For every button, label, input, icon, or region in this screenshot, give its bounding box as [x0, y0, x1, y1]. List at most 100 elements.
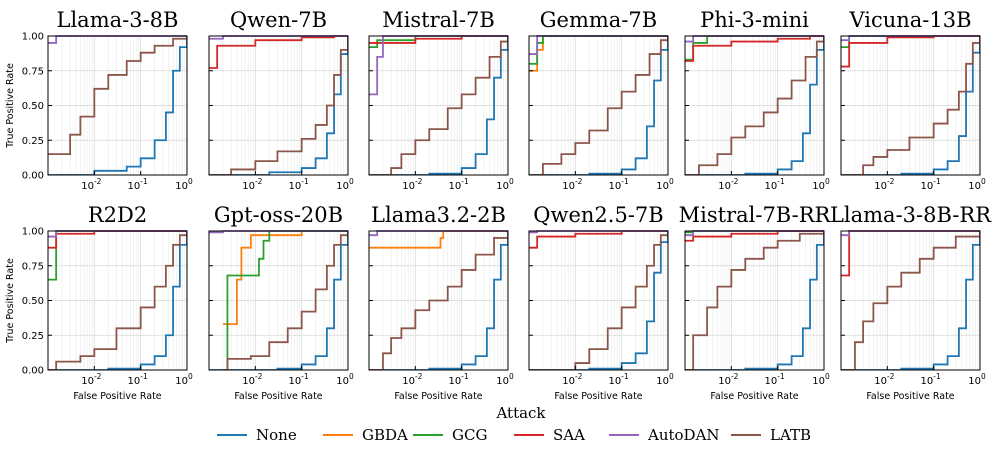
panel-title: Qwen2.5-7B: [533, 203, 663, 227]
series-line-gbda: [222, 230, 348, 326]
y-tick-label: 0.75: [22, 66, 44, 77]
panel-gpt-oss-20b: Gpt-oss-20B 10-2 10-1 100 False Positive Rat…: [208, 203, 354, 402]
series-line-latb: [841, 36, 980, 175]
x-axis-label: False Positive Rate: [866, 391, 954, 402]
series-line-none: [529, 36, 668, 175]
series-line-gbda: [369, 230, 508, 249]
x-tick-label: 100: [496, 372, 514, 387]
x-tick-label: 100: [656, 177, 674, 192]
legend-label-none: None: [256, 426, 297, 444]
x-tick-label: 10-2: [81, 177, 101, 192]
series-line-latb: [529, 231, 668, 370]
x-tick-label: 10-2: [874, 177, 894, 192]
panel-llama-3-8b: Llama-3-8B 10-2 10-1 100 0.00 0.25 0.50 0.75 1.0…: [5, 8, 193, 192]
series-line-none: [685, 231, 824, 370]
x-tick-label: 10-1: [449, 177, 469, 192]
y-axis-label: True Positive Rate: [5, 63, 16, 149]
series-line-latb: [685, 231, 824, 370]
panel-title: Phi-3-mini: [700, 8, 809, 32]
series-line-latb: [529, 36, 668, 175]
x-tick-label: 10-2: [562, 372, 582, 387]
y-tick-label: 0.25: [22, 331, 44, 342]
series-line-none: [209, 231, 348, 370]
legend: Attack None GBDA GCG SAA AutoDAN LATB: [217, 404, 811, 444]
x-axis-label: False Positive Rate: [554, 391, 642, 402]
x-tick-label: 100: [968, 372, 986, 387]
panel-r2d2: R2D2 10-2 10-1 100 0.00 0.25 0.50 0.75 1.00 True …: [5, 203, 193, 402]
series-line-latb: [841, 231, 980, 370]
x-tick-label: 100: [812, 372, 830, 387]
x-tick-label: 10-2: [874, 372, 894, 387]
legend-title: Attack: [495, 404, 546, 422]
panel-mistral-7b-rr: Mistral-7B-RR 10-2 10-1 100 False Positive R…: [679, 203, 832, 402]
series-line-none: [841, 36, 980, 175]
x-tick-label: 10-2: [242, 177, 262, 192]
y-tick-label: 0.50: [22, 296, 44, 307]
x-tick-label: 10-1: [289, 372, 309, 387]
y-tick-label: 1.00: [22, 227, 44, 238]
series-line-gcg: [369, 35, 508, 49]
series-line-autodan: [369, 230, 508, 237]
panel-title: Mistral-7B: [382, 8, 495, 32]
panel-qwen-7b: Qwen-7B 10-2 10-1 100: [208, 8, 354, 192]
series-line-saa: [529, 230, 668, 249]
series-line-gbda: [529, 35, 668, 72]
series-line-saa: [841, 35, 980, 68]
x-tick-label: 10-1: [609, 177, 629, 192]
x-tick-label: 100: [812, 177, 830, 192]
x-axis-label: False Positive Rate: [710, 391, 798, 402]
x-tick-label: 100: [336, 177, 354, 192]
series-line-latb: [369, 36, 508, 175]
series-line-latb: [48, 36, 187, 156]
x-axis-label: False Positive Rate: [234, 391, 322, 402]
x-tick-label: 100: [336, 372, 354, 387]
panel-llama3-2-2b: Llama3.2-2B 10-2 10-1 100 False Positive Rat…: [368, 203, 514, 402]
series-line-autodan: [369, 35, 508, 96]
x-tick-label: 10-1: [128, 177, 148, 192]
panel-title: Gemma-7B: [540, 8, 657, 32]
series-line-autodan: [529, 35, 668, 55]
x-tick-label: 10-2: [242, 372, 262, 387]
series-line-none: [841, 231, 980, 370]
x-tick-label: 10-1: [128, 372, 148, 387]
legend-label-latb: LATB: [770, 426, 811, 444]
y-tick-label: 0.00: [22, 171, 44, 182]
series-line-none: [369, 36, 508, 175]
x-tick-label: 100: [496, 177, 514, 192]
panel-phi-3-mini: Phi-3-mini 10-2 10-1 100: [684, 8, 830, 192]
x-tick-label: 100: [175, 372, 193, 387]
y-tick-label: 0.25: [22, 136, 44, 147]
y-axis-label: True Positive Rate: [5, 258, 16, 344]
panel-vicuna-13b: Vicuna-13B 10-2 10-1 100: [840, 8, 986, 192]
panel-title: Mistral-7B-RR: [679, 203, 832, 227]
x-tick-label: 100: [968, 177, 986, 192]
x-tick-label: 10-2: [718, 372, 738, 387]
y-tick-label: 1.00: [22, 32, 44, 43]
legend-label-gcg: GCG: [452, 426, 487, 444]
series-line-gcg: [529, 35, 668, 65]
x-tick-label: 100: [175, 177, 193, 192]
y-tick-label: 0.75: [22, 261, 44, 272]
series-line-saa: [685, 230, 824, 242]
series-group: [209, 230, 348, 370]
series-line-latb: [369, 231, 508, 370]
x-tick-label: 10-1: [289, 177, 309, 192]
legend-label-gbda: GBDA: [362, 426, 408, 444]
series-line-latb: [222, 231, 348, 370]
panel-mistral-7b: Mistral-7B 10-2 10-1 100: [368, 8, 514, 192]
series-line-saa: [209, 35, 348, 69]
panel-title: Llama3.2-2B: [371, 203, 506, 227]
x-tick-label: 10-2: [718, 177, 738, 192]
series-line-autodan: [841, 230, 980, 237]
x-tick-label: 10-2: [402, 372, 422, 387]
series-line-saa: [841, 230, 980, 277]
series-line-latb: [209, 36, 348, 175]
legend-label-saa: SAA: [553, 426, 585, 444]
series-line-none: [685, 36, 824, 175]
x-tick-label: 10-1: [765, 177, 785, 192]
x-axis-label: False Positive Rate: [73, 391, 161, 402]
x-axis-label: False Positive Rate: [394, 391, 482, 402]
panel-qwen2-5-7b: Qwen2.5-7B 10-2 10-1 100 False Positive Rate: [528, 203, 674, 402]
x-tick-label: 10-1: [921, 177, 941, 192]
